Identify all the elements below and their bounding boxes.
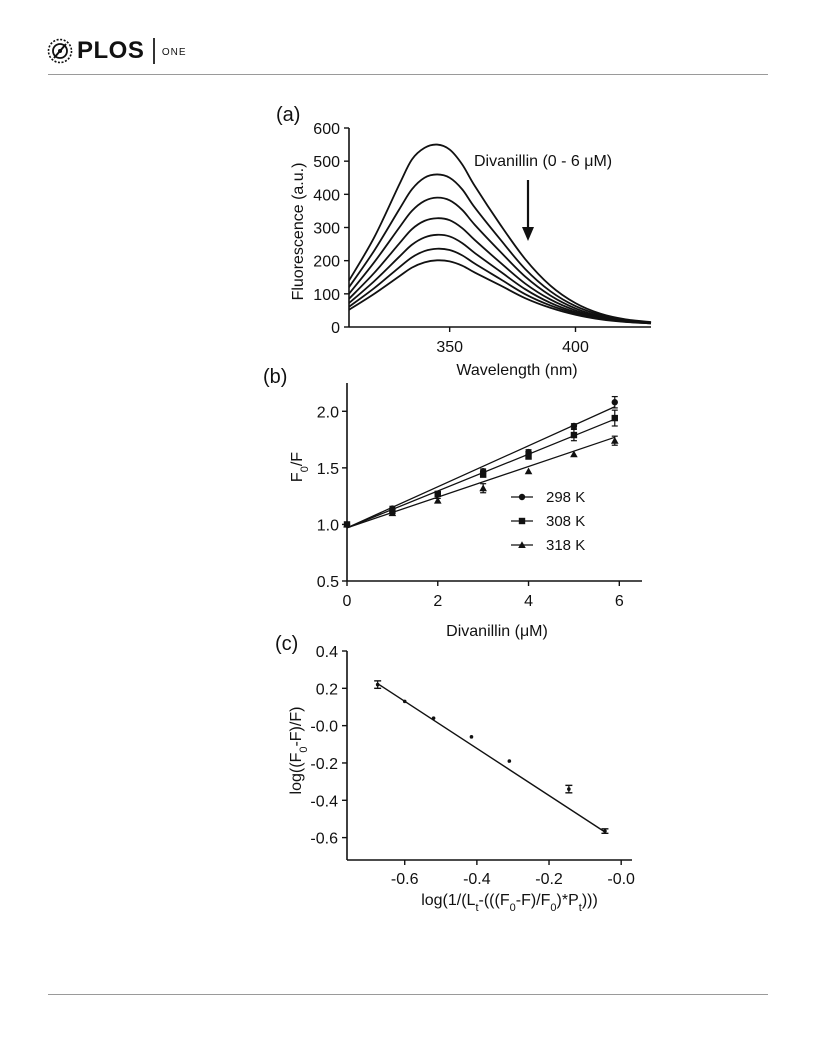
y-tick-label-b: 1.5: [317, 461, 339, 478]
data-point-c: [567, 787, 571, 791]
y-tick-label-c: -0.4: [310, 793, 338, 810]
data-point-c: [402, 699, 407, 704]
data-point-triangle: [570, 450, 578, 458]
y-tick-label-a: 600: [313, 121, 340, 138]
data-point-c: [469, 735, 474, 739]
x-tick-label-c: -0.4: [463, 871, 491, 888]
y-tick-label-c: 0.4: [316, 644, 338, 661]
legend-label-b: 308 K: [546, 513, 585, 530]
header-divider: [48, 74, 768, 75]
data-point-triangle: [343, 520, 351, 528]
panel-b: (b) 0.5 1.0 1.5 2.0 0 2 4 6 Divanillin (μM) F0/F 29…: [263, 366, 642, 640]
plos-logo[interactable]: PLOS ONE: [46, 36, 187, 66]
x-tick-label-b: 6: [615, 593, 624, 610]
y-tick-label-c: 0.2: [316, 681, 338, 698]
data-point-square: [479, 471, 487, 478]
y-tick-label-a: 0: [331, 320, 340, 337]
journal-name: ONE: [161, 47, 187, 58]
y-tick-label-a: 300: [313, 221, 340, 238]
arrow-head-a: [522, 227, 534, 241]
legend-marker-triangle: [518, 541, 526, 548]
logo-separator: [153, 38, 155, 64]
panel-label-c: (c): [275, 633, 298, 655]
x-axis-label-a: Wavelength (nm): [456, 362, 577, 379]
footer-divider: [48, 994, 768, 995]
legend-marker-square: [518, 517, 526, 525]
y-tick-label-b: 2.0: [317, 404, 339, 421]
x-tick-label-c: -0.2: [535, 871, 563, 888]
x-tick-label-a: 350: [436, 339, 463, 356]
data-point-square: [525, 453, 532, 460]
y-tick-label-a: 500: [313, 154, 340, 171]
panel-label-b: (b): [263, 366, 287, 388]
y-axis-label-c: log((F0-F)/F): [288, 707, 310, 795]
x-axis-label-b: Divanillin (μM): [446, 623, 548, 640]
y-tick-label-a: 400: [313, 187, 340, 204]
y-axis-label-b: F0/F: [289, 452, 311, 482]
panel-c: (c) -0.6 -0.4 -0.2 -0.0 0.2 0.4 -0.6 -0.4 -0.2 -0.…: [275, 633, 635, 914]
x-tick-label-b: 0: [343, 593, 352, 610]
x-tick-label-b: 4: [524, 593, 533, 610]
data-point-c: [431, 716, 436, 720]
y-tick-label-b: 0.5: [317, 574, 339, 591]
spectrum-line-3: [348, 196, 652, 324]
spectrum-line-1: [348, 143, 652, 323]
legend-label-b: 318 K: [546, 537, 585, 554]
data-point-circle: [570, 422, 578, 430]
y-tick-label-c: -0.0: [310, 719, 338, 736]
data-point-triangle: [388, 509, 397, 517]
brand-name: PLOS: [77, 37, 145, 64]
panel-label-a: (a): [276, 104, 300, 126]
data-point-triangle: [433, 496, 442, 504]
data-point-triangle: [524, 467, 533, 475]
spectrum-line-2: [348, 173, 652, 324]
data-point-c: [603, 829, 607, 833]
spectrum-line-4: [348, 217, 652, 324]
spectrum-line-7: [348, 259, 652, 325]
y-tick-label-a: 100: [313, 287, 340, 304]
data-point-triangle: [479, 484, 487, 492]
data-point-c: [375, 682, 380, 687]
legend-marker-circle: [518, 493, 526, 501]
x-axis-label-c: log(1/(Lt-(((F0-F)/F0)*Pt))): [421, 892, 598, 914]
annotation-a: Divanillin (0 - 6 μM): [474, 153, 612, 170]
page-header: PLOS ONE: [0, 0, 816, 76]
spectrum-line-6: [348, 247, 652, 325]
panel-a: (a) 0 100 200 300 400 500 600 350 400 Wavelength (…: [276, 104, 652, 379]
data-point-triangle: [610, 436, 619, 444]
data-point-circle: [611, 399, 618, 406]
y-tick-label-c: -0.6: [310, 831, 338, 848]
y-tick-label-b: 1.0: [317, 517, 339, 534]
x-tick-label-c: -0.0: [607, 871, 635, 888]
spectrum-line-5: [348, 233, 652, 324]
plos-logo-icon: [47, 38, 73, 64]
x-tick-label-b: 2: [433, 593, 442, 610]
legend-label-b: 298 K: [546, 489, 585, 506]
fit-line-c: [377, 683, 606, 833]
y-tick-label-a: 200: [313, 254, 340, 271]
data-point-c: [507, 759, 512, 763]
data-point-square: [611, 414, 618, 422]
data-point-square: [434, 490, 441, 498]
x-tick-label-c: -0.6: [391, 871, 419, 888]
data-point-square: [570, 431, 578, 439]
y-tick-label-c: -0.2: [310, 756, 338, 773]
y-axis-label-a: Fluorescence (a.u.): [290, 163, 307, 301]
x-tick-label-a: 400: [562, 339, 589, 356]
